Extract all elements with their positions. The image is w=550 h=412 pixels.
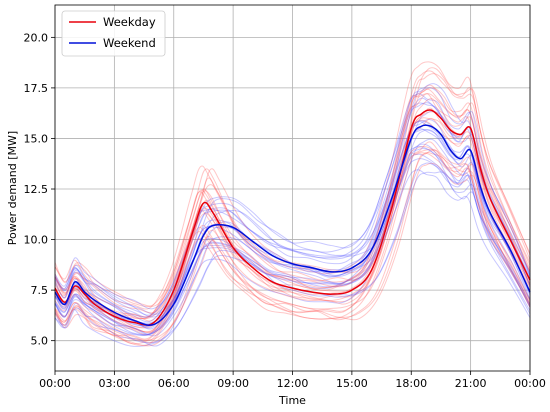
weekend-day-line [54,102,531,323]
legend-label-weekend: Weekend [103,36,156,50]
weekday-day-line [54,148,531,345]
weekend-day-line [54,102,531,318]
y-tick-label: 15.0 [24,132,49,145]
individual-day-lines [54,61,531,347]
y-tick-label: 20.0 [24,31,49,44]
x-tick-label: 00:00 [514,377,546,390]
series-line-weekday [54,109,531,326]
weekend-day-line [54,83,531,318]
weekday-day-line [54,70,531,307]
y-tick-label: 12.5 [24,183,49,196]
y-tick-label: 17.5 [24,82,49,95]
weekday-day-line [54,145,531,340]
weekend-day-line [54,129,531,324]
series-line-weekend [54,124,531,327]
weekend-day-line [54,148,531,336]
weekend-day-line [54,171,531,344]
weekday-day-line [54,117,531,333]
weekday-day-line [54,162,531,347]
x-tick-label: 00:00 [39,377,71,390]
weekend-day-line [54,169,531,347]
x-tick-label: 12:00 [277,377,309,390]
x-tick-label: 21:00 [455,377,487,390]
x-tick-label: 09:00 [217,377,249,390]
weekend-day-line [54,143,531,336]
weekday-day-line [54,151,531,344]
weekday-day-line [54,87,531,314]
weekday-day-line [54,149,531,341]
y-axis-label: Power demand [MW] [6,131,19,245]
weekday-day-line [54,107,531,333]
weekday-day-line [54,119,531,336]
y-tick-label: 5.0 [31,335,49,348]
weekend-day-line [54,110,531,315]
mean-lines [54,109,531,327]
weekend-day-line [54,158,531,335]
x-axis-ticks: 00:00 03:00 06:00 09:00 12:00 15:00 18:00 21:00… [39,371,546,390]
weekend-day-line [54,120,531,328]
weekend-day-line [54,119,531,325]
weekend-day-line [54,138,531,337]
x-tick-label: 15:00 [336,377,368,390]
legend-label-weekday: Weekday [103,15,156,29]
weekday-day-line [54,117,531,328]
weekday-day-line [54,61,531,310]
weekday-day-line [54,73,531,320]
weekend-day-line [54,87,531,310]
weekend-day-line [54,146,531,336]
y-axis-ticks: 5.0 7.5 10.0 12.5 15.0 17.5 20.0 [24,31,55,348]
weekday-day-line [54,141,531,342]
y-tick-label: 10.0 [24,234,49,247]
weekday-day-line [54,67,531,307]
weekday-day-line [54,93,531,320]
weekday-day-line [54,93,531,318]
weekend-day-line [54,93,531,316]
weekday-day-line [54,98,531,329]
legend: Weekday Weekend [61,10,166,57]
grid-lines [54,5,531,371]
x-tick-label: 03:00 [99,377,131,390]
x-tick-label: 18:00 [395,377,427,390]
weekend-day-line [54,97,531,318]
weekend-day-line [54,153,531,336]
x-axis-label: Time [278,394,306,407]
weekday-day-line [54,152,531,346]
x-tick-label: 06:00 [158,377,190,390]
y-tick-label: 7.5 [31,284,49,297]
weekend-day-line [54,128,531,330]
